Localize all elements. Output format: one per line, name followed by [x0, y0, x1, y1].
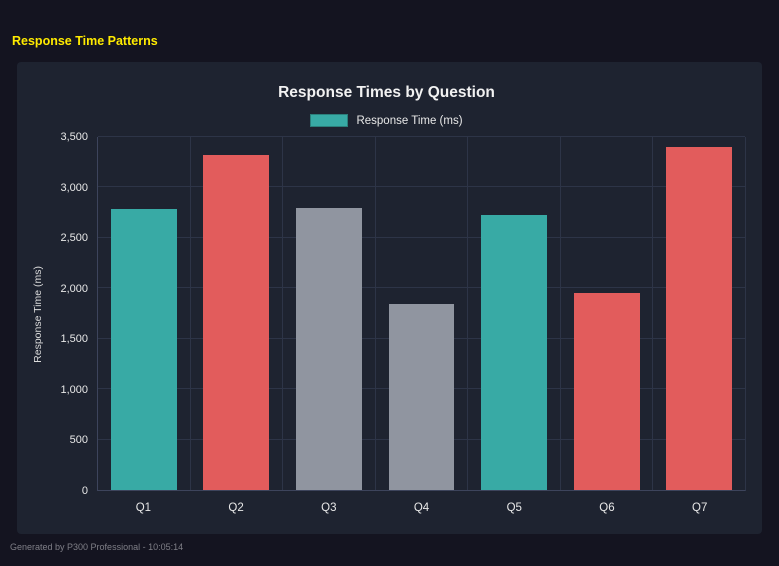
y-tick-label: 2,500 — [60, 232, 88, 245]
gridline — [98, 186, 745, 188]
x-tick-label-q1: Q1 — [135, 502, 152, 514]
x-tick-label-q6: Q6 — [599, 502, 615, 514]
bar-column — [561, 137, 654, 490]
plot-column: Q1 Q2 Q3 Q4 Q5 Q6 Q7 — [97, 136, 746, 514]
x-tick-label-q3: Q3 — [321, 502, 337, 514]
x-tick-label-q5: Q5 — [506, 502, 522, 514]
bar-column — [653, 137, 745, 490]
bar-columns — [98, 137, 745, 490]
gridline — [98, 287, 745, 289]
chart-body: Response Time (ms) 0 500 1,000 1,500 2,000 2,… — [27, 131, 746, 514]
y-axis-title: Response Time (ms) — [32, 265, 44, 363]
bar-column — [191, 137, 284, 490]
bar-q7[interactable] — [666, 147, 733, 490]
legend-swatch — [310, 114, 349, 127]
bar-column — [468, 137, 561, 490]
page-title: Response Time Patterns — [12, 34, 158, 48]
y-tick-label: 500 — [69, 434, 88, 447]
y-axis-label-column: Response Time (ms) — [27, 137, 49, 491]
y-axis-ticks: 0 500 1,000 1,500 2,000 2,500 3,000 3,500 — [49, 131, 97, 497]
plot-area — [97, 136, 746, 491]
y-tick-label: 3,000 — [60, 181, 88, 194]
bar-column — [283, 137, 376, 490]
bar-q1[interactable] — [110, 208, 177, 490]
bar-column — [376, 137, 469, 490]
bar-q5[interactable] — [481, 214, 548, 490]
gridline — [98, 236, 745, 238]
y-tick-label: 1,500 — [60, 333, 88, 346]
x-tick-label-q7: Q7 — [692, 502, 708, 514]
bar-q4[interactable] — [388, 304, 455, 490]
legend-label: Response Time (ms) — [356, 114, 463, 127]
chart-title: Response Times by Question — [278, 84, 495, 101]
bar-q3[interactable] — [295, 207, 362, 490]
bar-q6[interactable] — [573, 293, 640, 490]
gridline — [98, 136, 745, 137]
y-tick-label: 1,000 — [60, 383, 88, 396]
x-tick-label-q2: Q2 — [228, 502, 244, 514]
x-axis-labels: Q1 Q2 Q3 Q4 Q5 Q6 Q7 — [97, 502, 746, 514]
bar-column — [98, 137, 191, 490]
chart-legend[interactable]: Response Time (ms) — [27, 114, 746, 127]
x-tick-label-q4: Q4 — [413, 502, 430, 514]
chart-panel: Response Times by Question Response Time… — [17, 62, 762, 534]
y-tick-label: 3,500 — [60, 131, 88, 143]
y-tick-label: 2,000 — [60, 282, 88, 295]
bar-q2[interactable] — [203, 155, 270, 490]
footer-generated-text: Generated by P300 Professional - 10:05:1… — [10, 542, 184, 552]
y-tick-label: 0 — [81, 485, 88, 497]
